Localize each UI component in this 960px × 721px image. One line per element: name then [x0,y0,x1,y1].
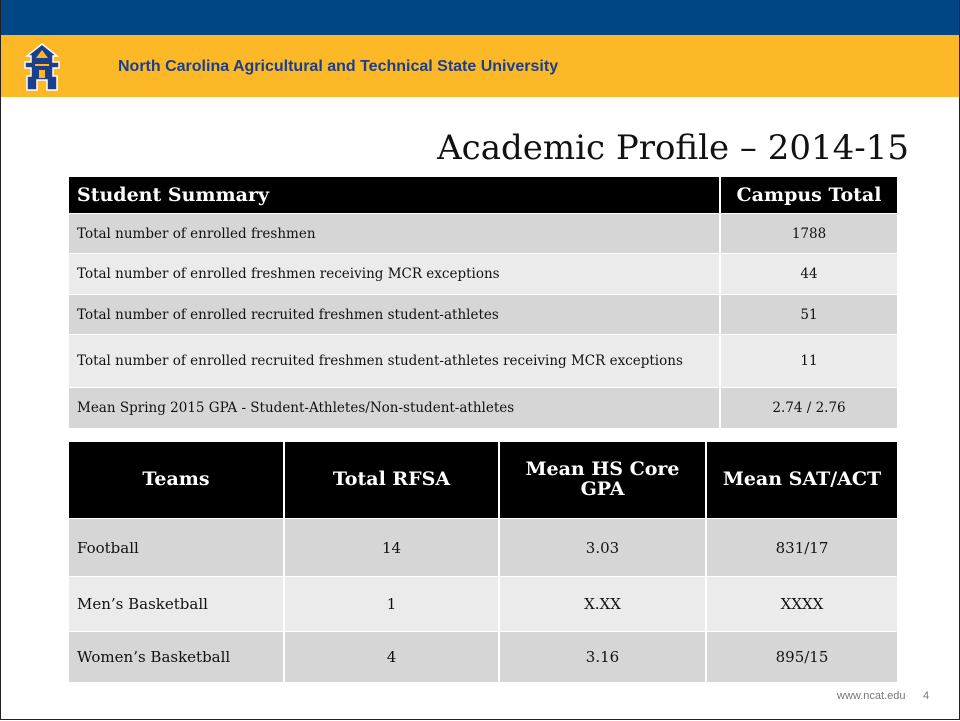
table-cell: 44 [719,254,897,294]
table-cell: Men’s Basketball [77,595,208,613]
logo [24,43,60,91]
header-band [1,35,959,97]
header-row: Student Summary Campus Total [69,177,897,213]
table-cell: X.XX [498,577,705,631]
footer-url: www.ncat.edu [837,690,906,702]
table-row: Total number of enrolled recruited fresh… [69,334,897,387]
teams-table: Teams Total RFSA Mean HS Core GPA Mean SAT/… [69,442,897,682]
header-row: Teams Total RFSA Mean HS Core GPA Mean SAT/… [69,442,897,518]
table-cell: 2.74 / 2.76 [719,388,897,428]
column-header: Student Summary [69,177,719,213]
table-row: Total number of enrolled recruited fresh… [69,294,897,334]
table-cell: 1 [283,577,498,631]
table-row: Total number of enrolled freshmen receiv… [69,253,897,294]
table-row: Women’s Basketball 4 3.16 895/15 [69,631,897,682]
table-cell: Total number of enrolled recruited fresh… [77,306,499,323]
table-row: Mean Spring 2015 GPA - Student-Athletes/… [69,387,897,428]
table-cell: 3.03 [498,519,705,576]
table-cell: Total number of enrolled recruited fresh… [77,353,683,369]
table-cell: Mean Spring 2015 GPA - Student-Athletes/… [77,400,515,416]
table-cell: 51 [719,295,897,334]
organization-name: North Carolina Agricultural and Technica… [118,58,559,75]
table-row: Total number of enrolled freshmen 1788 [69,213,897,253]
column-header: Campus Total [719,177,897,213]
page-number: 4 [923,690,930,702]
table-cell: 831/17 [705,519,897,576]
summary-table: Student Summary Campus Total Total number … [69,177,897,428]
table-cell: Total number of enrolled freshmen receiv… [77,266,500,282]
table-cell: Women’s Basketball [77,648,231,666]
table-row: Men’s Basketball 1 X.XX XXXX [69,576,897,631]
table-cell: Football [77,538,139,557]
table-cell: Total number of enrolled freshmen [77,225,316,242]
column-header: Teams [69,442,283,518]
table-row: Football 14 3.03 831/17 [69,518,897,576]
table-cell: 1788 [719,214,897,253]
table-cell: 14 [283,519,498,576]
table-cell: 895/15 [705,632,897,682]
slide-title: Academic Profile – 2014-15 [437,128,909,168]
column-header: Mean SAT/ACT [705,442,897,518]
table-cell: 3.16 [498,632,705,682]
column-header: Total RFSA [283,442,498,518]
table-cell: 11 [719,335,897,387]
table-cell: 4 [283,632,498,682]
top-bar [1,0,959,35]
column-header: Mean HS Core GPA [498,442,705,518]
table-cell: XXXX [705,577,897,631]
